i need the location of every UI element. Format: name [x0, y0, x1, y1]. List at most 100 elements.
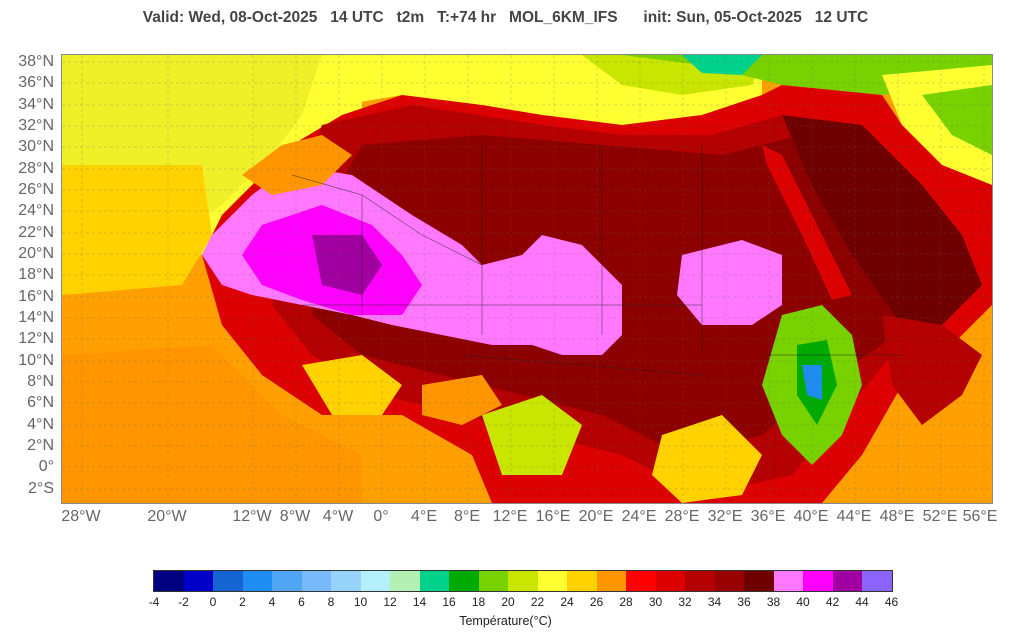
lon-label: 12°E [492, 508, 528, 525]
colorbar-swatch [773, 571, 803, 591]
colorbar-tick-label: 44 [855, 595, 869, 609]
colorbar-title: Température(°C) [459, 614, 552, 628]
colorbar-tick-label: 26 [589, 595, 604, 609]
colorbar-swatch [419, 571, 449, 591]
colorbar-swatch [390, 571, 420, 591]
colorbar-swatch [301, 571, 331, 591]
lat-label: 22°N [18, 224, 54, 241]
colorbar-tick-label: 32 [678, 595, 692, 609]
colorbar-swatch [360, 571, 390, 591]
colorbar-tick-label: 16 [442, 595, 456, 609]
ocean-band-mid [62, 165, 212, 295]
lat-label: 8°N [27, 373, 54, 390]
country-borders [291, 145, 902, 376]
lat-label: 24°N [18, 202, 54, 219]
lon-label: 4°W [322, 508, 354, 525]
colorbar-swatch [862, 571, 892, 591]
lon-label: 52°E [922, 508, 958, 525]
lon-label: 8°W [279, 508, 311, 525]
lat-label: 2°S [28, 480, 54, 497]
lat-label: 4°N [27, 416, 54, 433]
aegean-region [682, 55, 762, 75]
colorbar-tick-label: 10 [353, 595, 368, 609]
lat-label: 10°N [18, 352, 54, 369]
colorbar-swatch [714, 571, 744, 591]
colorbar-tick-label: 46 [884, 595, 899, 609]
colorbar-tick-label: -2 [178, 595, 189, 609]
lat-label: 38°N [18, 53, 54, 70]
lon-label: 56°E [962, 508, 998, 525]
colorbar-swatch [626, 571, 656, 591]
colorbar-tick-label: 42 [825, 595, 840, 609]
colorbar-tick-label: 14 [412, 595, 427, 609]
lon-label: 0° [373, 508, 389, 525]
colorbar-tick-label: 30 [648, 595, 663, 609]
lat-label: 26°N [18, 181, 54, 198]
mauritania-peak [312, 235, 382, 295]
colorbar-swatch [154, 571, 184, 591]
south-atlantic [62, 345, 362, 503]
colorbar-swatch [596, 571, 626, 591]
lat-label: 18°N [18, 266, 54, 283]
colorbar-swatch [803, 571, 833, 591]
lat-label: 16°N [18, 288, 54, 305]
temperature-field [62, 55, 992, 503]
lon-label: 4°E [411, 508, 437, 525]
atlas-coast [242, 135, 352, 195]
lon-label: 32°E [707, 508, 743, 525]
colorbar-swatch [478, 571, 508, 591]
temperature-map [61, 54, 993, 504]
lat-label: 12°N [18, 330, 54, 347]
lon-label: 20°W [147, 508, 187, 525]
colorbar-swatch [183, 571, 213, 591]
lon-label: 8°E [454, 508, 480, 525]
lon-label: 36°E [750, 508, 786, 525]
great-lakes [652, 415, 762, 503]
colorbar-swatch [213, 571, 243, 591]
lon-label: 40°E [793, 508, 829, 525]
colorbar-tick-label: 36 [737, 595, 751, 609]
lat-label: 0° [38, 458, 54, 475]
colorbar-swatch [567, 571, 597, 591]
colorbar-swatch [242, 571, 272, 591]
colorbar-tick-label: 0 [209, 595, 217, 609]
colorbar-tick-label: 38 [766, 595, 781, 609]
arabian-peninsula [782, 115, 982, 325]
lat-label: 20°N [18, 245, 54, 262]
red-sea [762, 145, 852, 300]
lon-label: 24°E [621, 508, 657, 525]
nigeria-plateau [422, 375, 502, 425]
colorbar-tick-label: 18 [471, 595, 486, 609]
lon-label: 48°E [879, 508, 915, 525]
zagros [922, 85, 992, 155]
lon-label: 28°E [664, 508, 700, 525]
colorbar-tick-label: 34 [707, 595, 722, 609]
colorbar-swatch [331, 571, 361, 591]
colorbar-swatch [537, 571, 567, 591]
lat-label: 6°N [27, 394, 54, 411]
colorbar-tick-label: 20 [501, 595, 515, 609]
colorbar-swatch [685, 571, 715, 591]
lat-label: 28°N [18, 160, 54, 177]
colorbar-swatch [272, 571, 302, 591]
colorbar-swatch [655, 571, 685, 591]
colorbar-swatch [744, 571, 774, 591]
colorbar-tick-label: 24 [560, 595, 574, 609]
lon-label: 28°W [61, 508, 101, 525]
temperature-colorbar [153, 570, 893, 592]
colorbar-tick-label: 8 [327, 595, 335, 609]
colorbar-tick-label: 40 [796, 595, 810, 609]
lon-label: 20°E [578, 508, 614, 525]
colorbar-swatch [508, 571, 538, 591]
lat-label: 2°N [27, 437, 54, 454]
map-title: Valid: Wed, 08-Oct-2025 14 UTC t2m T:+74… [142, 9, 869, 26]
west-africa-coast [302, 355, 402, 415]
lat-label: 30°N [18, 138, 54, 155]
cameroon-highlands [482, 395, 582, 475]
lat-label: 32°N [18, 117, 54, 134]
colorbar-tick-label: 22 [530, 595, 545, 609]
colorbar-tick-label: 6 [298, 595, 305, 609]
lat-lon-grid [62, 55, 992, 503]
lon-label: 44°E [836, 508, 872, 525]
colorbar-tick-label: 4 [268, 595, 276, 609]
